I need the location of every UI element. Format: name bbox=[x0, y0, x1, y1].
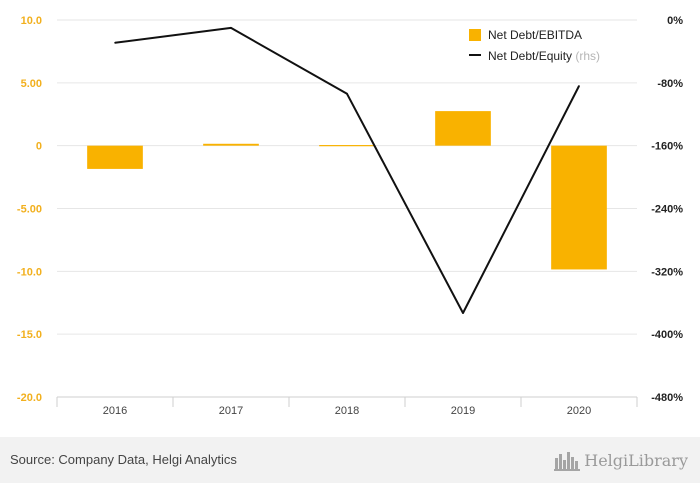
legend: Net Debt/EBITDA Net Debt/Equity (rhs) bbox=[469, 28, 600, 63]
x-tick-label: 2020 bbox=[567, 405, 591, 417]
left-tick-label: -10.0 bbox=[17, 266, 42, 278]
left-tick-label: -5.00 bbox=[17, 204, 42, 216]
right-tick-label: -400% bbox=[651, 329, 683, 341]
left-tick-label: 5.00 bbox=[21, 78, 42, 90]
right-tick-label: -480% bbox=[651, 392, 683, 404]
x-tick-label: 2018 bbox=[335, 405, 359, 417]
x-axis-ticks: 2016 2017 2018 2019 2020 bbox=[103, 405, 591, 417]
axes bbox=[56, 396, 638, 407]
legend-bar-label: Net Debt/EBITDA bbox=[488, 28, 582, 42]
left-tick-label: 0 bbox=[36, 141, 42, 153]
x-tick-label: 2016 bbox=[103, 405, 127, 417]
right-tick-label: 0% bbox=[667, 15, 683, 27]
left-tick-label: -15.0 bbox=[17, 329, 42, 341]
legend-line-name: Net Debt/Equity bbox=[488, 49, 572, 63]
legend-line-label: Net Debt/Equity (rhs) bbox=[488, 49, 600, 63]
bar-2020 bbox=[551, 145, 607, 270]
left-tick-label: 10.0 bbox=[21, 15, 42, 27]
net-debt-equity-line bbox=[114, 26, 580, 314]
line-point-2019 bbox=[462, 312, 464, 314]
brand-logo: HelgiLibrary bbox=[554, 449, 688, 471]
x-tick-label: 2017 bbox=[219, 405, 243, 417]
bar-2019 bbox=[435, 111, 491, 146]
line-series bbox=[114, 26, 580, 314]
gridlines bbox=[57, 19, 637, 335]
line-point-2018 bbox=[346, 93, 348, 95]
left-axis-ticks: 10.0 5.00 0 -5.00 -10.0 -15.0 -20.0 bbox=[17, 15, 42, 404]
footer: Source: Company Data, Helgi Analytics He… bbox=[0, 437, 700, 483]
line-point-2017 bbox=[230, 27, 232, 29]
bar-2016 bbox=[87, 145, 143, 169]
right-tick-label: -240% bbox=[651, 204, 683, 216]
left-tick-label: -20.0 bbox=[17, 392, 42, 404]
legend-line-suffix: (rhs) bbox=[575, 49, 600, 63]
right-axis-ticks: 0% -80% -160% -240% -320% -400% -480% bbox=[651, 15, 683, 404]
line-point-2020 bbox=[578, 85, 580, 87]
bar-series bbox=[87, 111, 607, 270]
right-tick-label: -320% bbox=[651, 266, 683, 278]
source-note: Source: Company Data, Helgi Analytics bbox=[10, 452, 237, 467]
line-point-2016 bbox=[114, 41, 116, 44]
x-tick-label: 2019 bbox=[451, 405, 475, 417]
brand-name: HelgiLibrary bbox=[584, 450, 688, 470]
chart: 10.0 5.00 0 -5.00 -10.0 -15.0 -20.0 0% -80% -160… bbox=[17, 15, 683, 417]
legend-bar-swatch bbox=[469, 29, 481, 41]
right-tick-label: -80% bbox=[657, 78, 683, 90]
right-tick-label: -160% bbox=[651, 141, 683, 153]
library-icon bbox=[554, 452, 581, 471]
bar-2018 bbox=[319, 145, 375, 147]
bar-2017 bbox=[203, 143, 259, 146]
